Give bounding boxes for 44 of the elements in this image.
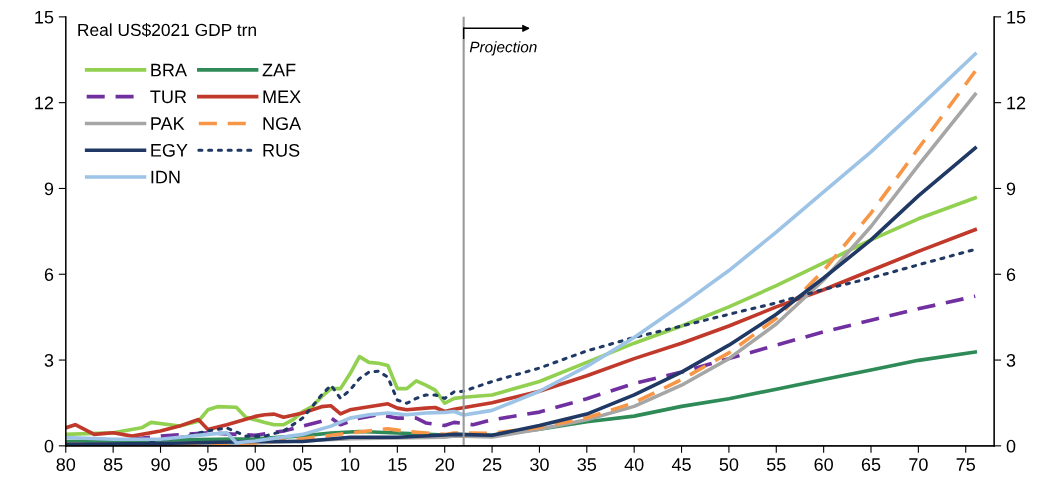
legend-label: MEX — [263, 90, 301, 103]
x-tick-label: 25 — [482, 458, 502, 471]
y2-tick-label: 12 — [1007, 96, 1026, 110]
x-tick-label: 65 — [861, 458, 881, 471]
x-tick-label: 30 — [530, 458, 549, 471]
y2-tick-label: 3 — [1006, 353, 1016, 367]
x-tick-label: 20 — [435, 458, 455, 471]
y-tick-label: 15 — [35, 10, 54, 24]
x-tick-label: 45 — [671, 458, 691, 471]
ref-line-label: Projection — [469, 41, 537, 56]
x-tick-label: 75 — [956, 458, 976, 471]
legend-label: TUR — [150, 90, 187, 104]
y-tick-label: 9 — [44, 182, 54, 196]
y2-tick-label: 6 — [1006, 268, 1016, 281]
legend-label: PAK — [151, 117, 185, 130]
legend-label: BRA — [151, 63, 187, 77]
x-tick-label: 35 — [577, 458, 597, 471]
x-tick-label: 50 — [719, 458, 739, 471]
x-tick-label: 70 — [909, 458, 928, 471]
y2-tick-label: 15 — [1007, 10, 1026, 24]
y2-tick-label: 9 — [1006, 182, 1016, 196]
legend-label: ZAF — [262, 63, 296, 77]
x-tick-label: 15 — [388, 458, 407, 471]
x-tick-label: 00 — [245, 458, 265, 471]
legend-label: IDN — [151, 170, 180, 184]
x-tick-label: 10 — [341, 458, 360, 471]
legend-label: EGY — [151, 143, 188, 157]
y-tick-label: 12 — [35, 96, 54, 110]
x-tick-label: 90 — [151, 458, 170, 471]
legend-label: RUS — [263, 143, 300, 157]
y-tick-label: 3 — [44, 353, 54, 367]
x-tick-label: 80 — [56, 458, 76, 471]
x-tick-label: 85 — [103, 458, 123, 471]
line-series — [65, 146, 978, 446]
y-tick-label: 6 — [44, 268, 54, 281]
x-tick-label: 05 — [293, 458, 312, 471]
legend-label: NGA — [263, 117, 302, 130]
x-tick-label: 40 — [624, 458, 644, 471]
y-tick-label: 0 — [44, 439, 54, 453]
x-tick-label: 60 — [814, 458, 833, 471]
y2-tick-label: 0 — [1006, 439, 1016, 453]
x-tick-label: 55 — [766, 458, 786, 471]
x-tick-label: 95 — [198, 458, 218, 471]
y-axis-title: Real US$2021 GDP trn — [78, 23, 256, 38]
